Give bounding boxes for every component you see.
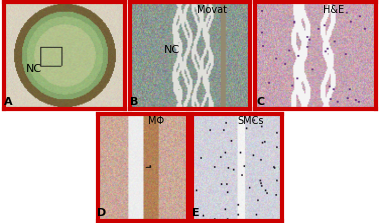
Text: Movat: Movat bbox=[197, 5, 227, 15]
Text: E: E bbox=[192, 208, 199, 218]
Text: MΦ: MΦ bbox=[149, 116, 165, 126]
Text: D: D bbox=[97, 208, 106, 218]
Text: H&E: H&E bbox=[323, 5, 344, 15]
Text: NC: NC bbox=[26, 64, 42, 74]
Text: NC: NC bbox=[164, 45, 180, 56]
Text: SMCs: SMCs bbox=[238, 116, 264, 126]
Text: B: B bbox=[130, 97, 139, 107]
Text: C: C bbox=[256, 97, 264, 107]
Text: A: A bbox=[4, 97, 13, 107]
